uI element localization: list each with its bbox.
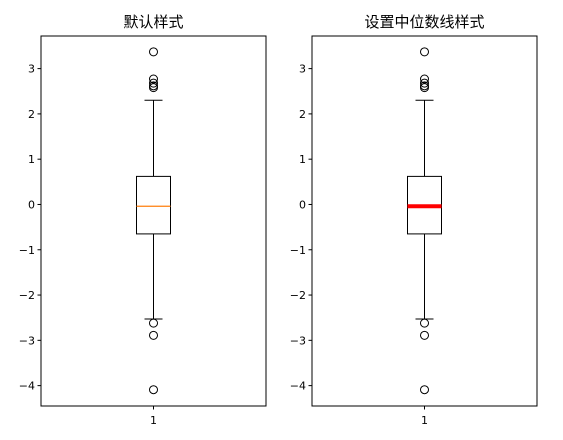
chart-panel-1: 默认样式 −4 −3 −2 −1 0 1 2 3 1 bbox=[19, 13, 267, 427]
outlier-point bbox=[420, 47, 429, 57]
y-tick-label: −1 bbox=[290, 244, 306, 257]
boxplot-1 bbox=[136, 47, 171, 395]
y-tick-label: −3 bbox=[290, 334, 306, 347]
outlier-point bbox=[149, 385, 158, 395]
outlier-point bbox=[420, 330, 429, 340]
y-tick-label: 1 bbox=[28, 153, 35, 166]
outlier-point bbox=[420, 385, 429, 395]
y-tick-label: 0 bbox=[299, 198, 306, 211]
boxplot-1 bbox=[407, 47, 442, 395]
y-tick-label: −3 bbox=[19, 334, 35, 347]
outlier-point bbox=[420, 78, 429, 88]
outlier-point bbox=[149, 83, 158, 93]
outlier-point bbox=[149, 330, 158, 340]
axes-frame bbox=[311, 35, 538, 407]
outlier-point bbox=[149, 47, 158, 57]
y-tick-label: 1 bbox=[299, 153, 306, 166]
y-tick-label: −2 bbox=[19, 289, 35, 302]
y-tick-label: −1 bbox=[19, 244, 35, 257]
y-tick-label: 3 bbox=[299, 63, 306, 76]
axes-frame bbox=[40, 35, 267, 407]
y-tick-label: 0 bbox=[28, 198, 35, 211]
iqr-box bbox=[136, 175, 171, 235]
x-tick-label: 1 bbox=[150, 414, 157, 427]
y-tick-label: 2 bbox=[28, 108, 35, 121]
outlier-point bbox=[149, 318, 158, 328]
y-tick-label: 3 bbox=[28, 63, 35, 76]
x-tick-label: 1 bbox=[421, 414, 428, 427]
outlier-point bbox=[420, 83, 429, 93]
chart-title: 默认样式 bbox=[123, 13, 183, 31]
outlier-point bbox=[149, 74, 158, 84]
outlier-point bbox=[420, 318, 429, 328]
y-tick-label: −2 bbox=[290, 289, 306, 302]
y-tick-label: −4 bbox=[19, 380, 35, 393]
chart-panel-2: 设置中位数线样式 −4 −3 −2 −1 0 1 2 3 1 bbox=[290, 13, 538, 427]
y-tick-label: 2 bbox=[299, 108, 306, 121]
y-tick-label: −4 bbox=[290, 380, 306, 393]
outlier-point bbox=[149, 78, 158, 88]
outlier-point bbox=[420, 74, 429, 84]
chart-title: 设置中位数线样式 bbox=[364, 13, 484, 31]
